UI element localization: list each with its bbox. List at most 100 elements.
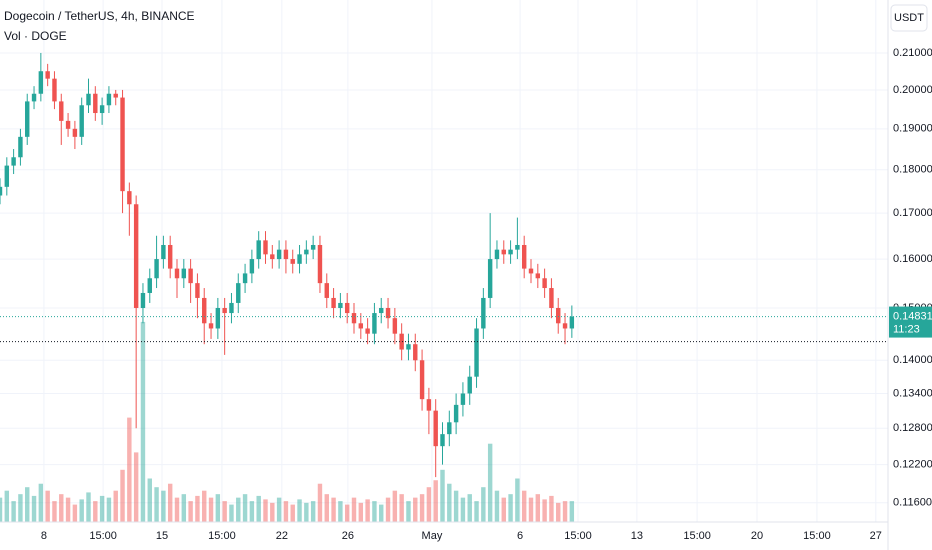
volume-bar <box>99 495 105 522</box>
volume-bar <box>202 490 207 522</box>
volume-bar <box>52 501 57 522</box>
volume-bar <box>310 501 316 522</box>
candle-body <box>290 259 295 264</box>
axes: 0.21000 0.20000 0.19000 0.18000 0.17000 0.160… <box>41 47 932 542</box>
x-tick-label: 15:00 <box>208 530 236 542</box>
volume-bar <box>256 495 261 522</box>
volume-bar <box>0 497 3 522</box>
candle-body <box>365 328 370 334</box>
x-tick-label: 27 <box>870 530 882 542</box>
candle-body <box>140 292 146 308</box>
chart-subtitle: Vol · DOGE <box>4 29 67 43</box>
candle-body <box>392 318 398 334</box>
volume-layer <box>0 321 575 522</box>
x-tick-label: 15:00 <box>803 530 831 542</box>
y-tick-label: 0.11600 <box>893 497 932 509</box>
volume-bar <box>127 417 132 522</box>
volume-bar <box>270 502 275 522</box>
x-tick-label: 22 <box>276 530 288 542</box>
candle-body <box>521 244 527 269</box>
price-lines <box>0 316 888 343</box>
candle-body <box>93 93 98 114</box>
candle-body <box>406 344 411 350</box>
candle-body <box>263 240 268 255</box>
candle-body <box>99 105 105 114</box>
candle-body <box>0 186 3 196</box>
volume-bar <box>331 497 336 522</box>
candle-body <box>331 297 336 308</box>
candle-body <box>72 128 78 137</box>
volume-bar <box>426 487 432 522</box>
candle-body <box>52 78 57 102</box>
candle-body <box>147 278 152 293</box>
candle-body <box>79 105 84 137</box>
candle-body <box>59 101 64 121</box>
candle-layer <box>0 52 575 478</box>
volume-bar <box>440 469 445 522</box>
candle-body <box>127 191 132 205</box>
volume-bar <box>304 502 309 522</box>
candle-body <box>45 71 50 79</box>
candle-body <box>195 283 200 298</box>
volume-bar <box>549 495 554 522</box>
candle-body <box>447 422 452 435</box>
volume-bar <box>140 321 146 522</box>
volume-bar <box>365 499 370 522</box>
volume-bar <box>481 487 486 522</box>
currency-button[interactable] <box>890 4 928 32</box>
x-tick-label: 15:00 <box>564 530 592 542</box>
y-tick-label: 0.17000 <box>893 207 932 219</box>
y-tick-label: 0.19000 <box>893 123 932 135</box>
candle-body <box>542 278 547 289</box>
candle-body <box>297 254 302 264</box>
volume-bar <box>229 504 234 522</box>
volume-bar <box>72 504 78 522</box>
candle-body <box>174 268 180 279</box>
x-tick-label: 6 <box>517 530 523 542</box>
candle-body <box>133 204 139 308</box>
candle-body <box>372 313 377 334</box>
candle-body <box>338 302 343 308</box>
candle-body <box>161 244 166 260</box>
candle-body <box>344 302 350 314</box>
volume-bar <box>358 502 364 522</box>
volume-bar <box>195 495 200 522</box>
candle-body <box>460 393 466 405</box>
volume-bar <box>31 495 37 522</box>
candle-body <box>562 323 568 329</box>
volume-bar <box>521 490 527 522</box>
volume-bar <box>344 504 350 522</box>
volume-bar <box>569 501 575 522</box>
volume-bar <box>18 494 23 522</box>
currency-label[interactable]: USDT <box>894 12 924 24</box>
candle-body <box>535 273 541 279</box>
volume-bar <box>379 504 384 522</box>
candle-body <box>229 302 234 314</box>
volume-bar <box>433 480 438 522</box>
volume-bar <box>242 494 248 522</box>
volume-bar <box>413 497 418 522</box>
volume-bar <box>283 501 289 522</box>
chart-title: Dogecoin / TetherUS, 4h, BINANCE <box>4 9 195 23</box>
volume-bar <box>460 497 466 522</box>
y-tick-label: 0.20000 <box>893 84 932 96</box>
candle-body <box>494 249 500 260</box>
candle-body <box>310 244 316 250</box>
volume-bar <box>215 494 221 522</box>
candle-body <box>215 307 221 329</box>
candle-body <box>154 259 159 279</box>
candle-body <box>433 410 438 447</box>
candle-body <box>283 249 289 260</box>
y-tick-label: 0.14000 <box>893 354 932 366</box>
candle-body <box>86 93 91 106</box>
volume-bar <box>447 483 452 522</box>
volume-bar <box>317 483 323 522</box>
volume-bar <box>508 494 513 522</box>
candle-body <box>419 360 425 400</box>
volume-bar <box>263 499 268 522</box>
volume-bar <box>392 490 398 522</box>
volume-bar <box>501 497 506 522</box>
volume-bar <box>406 501 411 522</box>
